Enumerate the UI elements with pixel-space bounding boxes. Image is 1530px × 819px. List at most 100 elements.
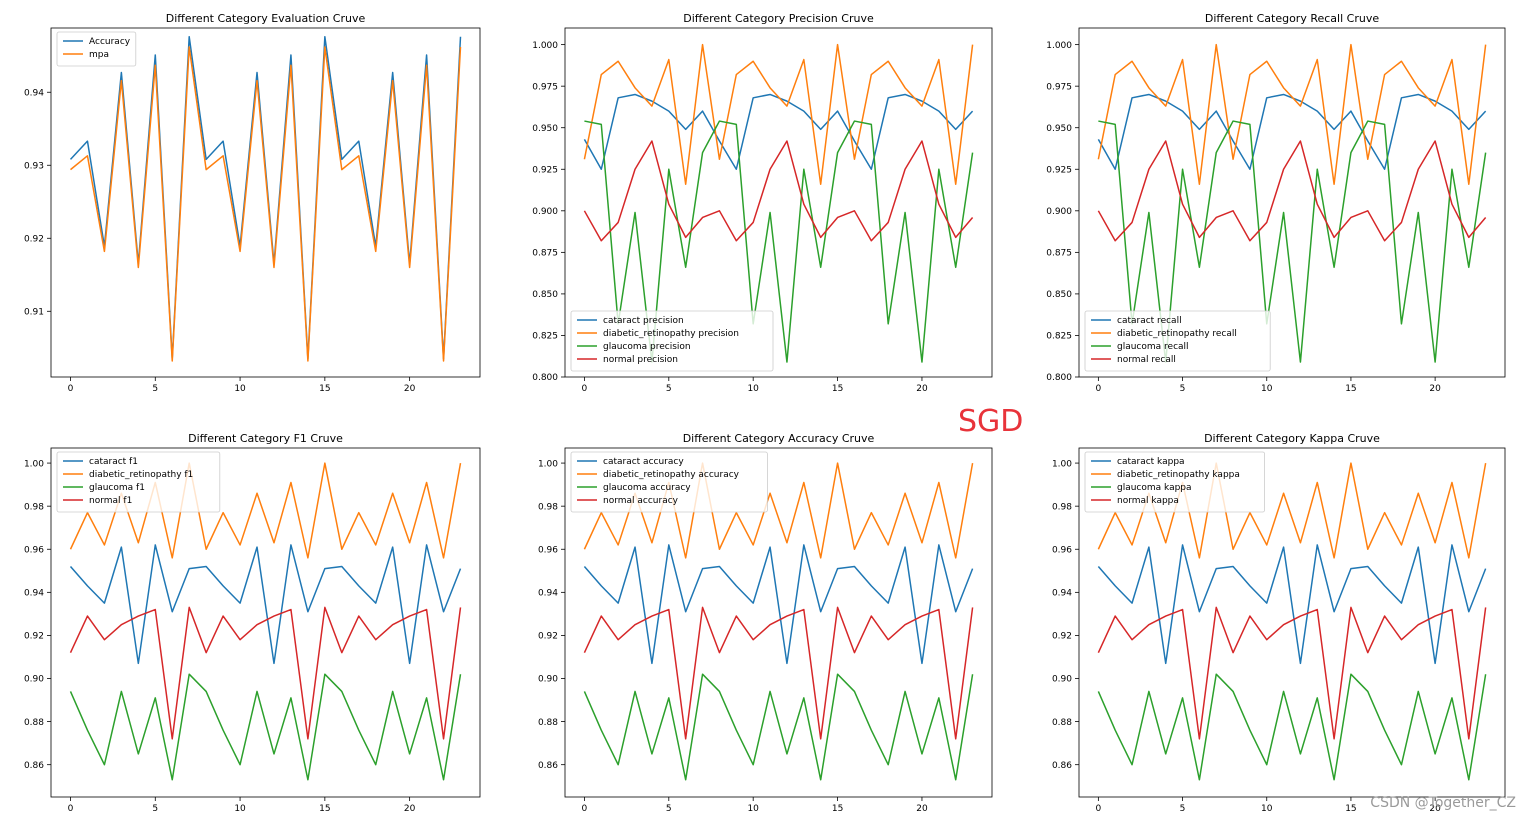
x-tick-label: 20 [1429, 384, 1441, 394]
legend-label: normal kappa [1117, 496, 1179, 506]
y-tick-label: 0.90 [24, 675, 44, 685]
legend-label: cataract f1 [89, 457, 138, 467]
x-tick-label: 10 [1261, 384, 1273, 394]
legend-label: cataract kappa [1117, 457, 1185, 467]
x-tick-label: 10 [747, 384, 759, 394]
y-tick-label: 0.86 [1052, 761, 1072, 771]
legend-label: glaucoma precision [603, 342, 691, 352]
x-tick-label: 0 [582, 804, 588, 814]
y-tick-label: 0.800 [1046, 373, 1072, 383]
x-tick-label: 20 [404, 384, 416, 394]
legend: cataract kappa diabetic_retinopathy kappa… [1084, 451, 1266, 513]
legend-box [56, 451, 221, 513]
y-tick-label: 0.900 [1046, 207, 1072, 217]
x-tick-label: 20 [916, 804, 928, 814]
y-tick-label: 0.98 [538, 502, 558, 512]
legend-label: diabetic_retinopathy precision [603, 329, 739, 339]
y-tick-label: 0.950 [532, 124, 558, 134]
legend-box [1084, 451, 1266, 513]
series-line-3 [69, 673, 462, 781]
x-tick-label: 5 [666, 804, 672, 814]
legend-label: glaucoma recall [1117, 342, 1189, 352]
legend-label: cataract recall [1117, 316, 1182, 326]
x-tick-label: 10 [747, 804, 759, 814]
series-line-1 [1097, 544, 1487, 665]
axes-frame [564, 27, 993, 378]
x-tick-label: 15 [832, 384, 843, 394]
chart-title: Different Category F1 Cruve [188, 432, 343, 445]
y-tick-label: 0.92 [24, 234, 44, 244]
optimizer-label: SGD [958, 404, 1024, 439]
chart-panel-3: Different Category Recall Cruve 0 5 10 15 20 0… [1046, 12, 1506, 394]
legend-label: normal f1 [89, 496, 132, 506]
series-line-1 [69, 36, 462, 360]
chart-panel-2: Different Category Precision Cruve 0 5 10 15… [532, 12, 993, 394]
y-tick-label: 0.88 [538, 718, 558, 728]
series-line-1 [583, 544, 974, 665]
axes-frame [50, 27, 481, 378]
y-tick-label: 1.00 [538, 459, 558, 469]
legend-label: diabetic_retinopathy kappa [1117, 470, 1240, 480]
x-tick-label: 10 [234, 804, 246, 814]
legend-label: glaucoma f1 [89, 483, 145, 493]
watermark: CSDN @Together_CZ [1370, 795, 1516, 811]
series-line-2 [69, 462, 462, 559]
x-tick-label: 10 [1261, 804, 1273, 814]
y-tick-label: 0.96 [1052, 545, 1072, 555]
legend: cataract f1 diabetic_retinopathy f1 glauco… [56, 451, 221, 513]
y-tick-label: 0.96 [538, 545, 558, 555]
series-line-2 [70, 46, 462, 362]
series-line-2 [1097, 462, 1487, 559]
series-line-1 [69, 544, 462, 665]
x-tick-label: 15 [832, 804, 843, 814]
y-tick-label: 0.925 [1046, 165, 1072, 175]
y-tick-label: 0.875 [532, 249, 558, 259]
y-tick-label: 0.92 [538, 632, 558, 642]
legend: cataract accuracy diabetic_retinopathy ac… [570, 451, 768, 513]
y-tick-label: 1.000 [532, 41, 558, 51]
y-tick-label: 0.975 [1046, 82, 1072, 92]
y-tick-label: 0.86 [24, 761, 44, 771]
y-tick-label: 0.96 [24, 545, 44, 555]
x-tick-label: 0 [1095, 384, 1101, 394]
axes-frame [564, 447, 993, 798]
y-tick-label: 0.98 [24, 502, 44, 512]
series-line-4 [583, 140, 974, 242]
x-tick-label: 15 [1345, 384, 1356, 394]
y-tick-label: 0.950 [1046, 124, 1072, 134]
y-tick-label: 0.800 [532, 373, 558, 383]
legend-label: cataract accuracy [603, 457, 684, 467]
chart-panel-1: Different Category Evaluation Cruve 0 5 10 1… [24, 12, 481, 394]
x-tick-label: 0 [68, 804, 74, 814]
y-tick-label: 0.92 [24, 632, 44, 642]
y-tick-label: 1.00 [24, 459, 44, 469]
y-tick-label: 0.93 [24, 161, 44, 171]
y-tick-label: 0.88 [1052, 718, 1072, 728]
y-tick-label: 0.88 [24, 718, 44, 728]
legend-label: normal precision [603, 355, 678, 365]
chart-title: Different Category Recall Cruve [1205, 12, 1379, 25]
legend-label: mpa [89, 50, 109, 60]
y-tick-label: 0.98 [1052, 502, 1072, 512]
series-line-1 [1097, 93, 1487, 171]
chart-title: Different Category Evaluation Cruve [166, 12, 366, 25]
x-tick-label: 0 [68, 384, 74, 394]
y-tick-label: 0.94 [24, 589, 44, 599]
chart-title: Different Category Accuracy Cruve [683, 432, 875, 445]
y-tick-label: 0.825 [1046, 332, 1072, 342]
x-tick-label: 5 [152, 804, 158, 814]
y-tick-label: 0.875 [1046, 249, 1072, 259]
y-tick-label: 0.86 [538, 761, 558, 771]
y-tick-label: 0.975 [532, 82, 558, 92]
legend-label: normal recall [1117, 355, 1176, 365]
x-tick-label: 20 [916, 384, 928, 394]
x-tick-label: 20 [404, 804, 416, 814]
chart-title: Different Category Precision Cruve [683, 12, 874, 25]
x-tick-label: 0 [582, 384, 588, 394]
chart-panel-4: Different Category F1 Cruve 0 5 10 15 20 0.86 0… [24, 432, 481, 814]
y-tick-label: 0.94 [24, 88, 44, 98]
legend-box [570, 310, 774, 372]
y-tick-label: 0.850 [1046, 290, 1072, 300]
x-tick-label: 20 [1429, 804, 1441, 814]
